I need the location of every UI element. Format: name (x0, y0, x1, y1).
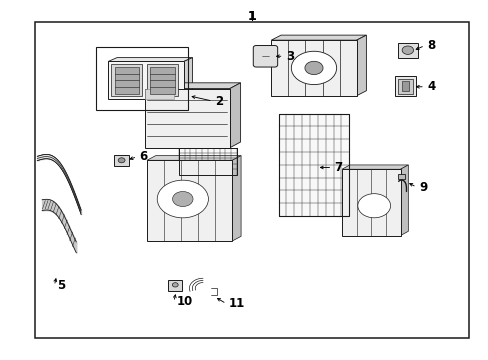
Polygon shape (178, 148, 237, 175)
Polygon shape (144, 83, 240, 89)
FancyBboxPatch shape (253, 45, 277, 67)
Bar (96, 47, 188, 110)
Text: 2: 2 (215, 95, 223, 108)
Polygon shape (150, 67, 174, 94)
Polygon shape (147, 160, 232, 241)
Text: 1: 1 (247, 10, 256, 23)
Circle shape (305, 61, 323, 75)
Polygon shape (271, 35, 366, 40)
Circle shape (172, 192, 193, 207)
Polygon shape (168, 280, 182, 291)
Text: 1: 1 (247, 10, 256, 23)
Polygon shape (144, 89, 229, 148)
Text: 4: 4 (427, 80, 435, 93)
Circle shape (118, 158, 125, 163)
Bar (35, 22, 468, 338)
Polygon shape (394, 76, 415, 96)
Circle shape (157, 180, 208, 218)
Polygon shape (397, 174, 405, 179)
Text: 10: 10 (176, 296, 192, 309)
Polygon shape (397, 78, 412, 94)
Text: 5: 5 (57, 279, 65, 292)
Text: 8: 8 (427, 39, 435, 52)
Polygon shape (147, 64, 178, 96)
Polygon shape (271, 40, 356, 96)
Polygon shape (108, 62, 183, 99)
Text: 7: 7 (334, 161, 342, 174)
Circle shape (172, 283, 178, 287)
Polygon shape (108, 58, 192, 62)
Polygon shape (144, 89, 174, 99)
Polygon shape (341, 165, 407, 169)
Text: 9: 9 (418, 181, 427, 194)
Circle shape (291, 51, 336, 85)
Polygon shape (401, 81, 408, 91)
Circle shape (401, 46, 413, 54)
Circle shape (357, 194, 390, 218)
Polygon shape (232, 156, 241, 241)
Polygon shape (229, 83, 240, 148)
Polygon shape (397, 42, 417, 58)
Polygon shape (278, 114, 348, 216)
Text: 6: 6 (140, 150, 147, 163)
Polygon shape (183, 58, 192, 99)
Text: 3: 3 (285, 50, 293, 63)
Polygon shape (111, 64, 142, 96)
Polygon shape (114, 155, 129, 166)
Polygon shape (114, 67, 139, 94)
Text: 11: 11 (228, 297, 244, 310)
Polygon shape (341, 169, 400, 235)
Polygon shape (356, 35, 366, 96)
Polygon shape (400, 165, 407, 235)
Polygon shape (147, 156, 241, 160)
